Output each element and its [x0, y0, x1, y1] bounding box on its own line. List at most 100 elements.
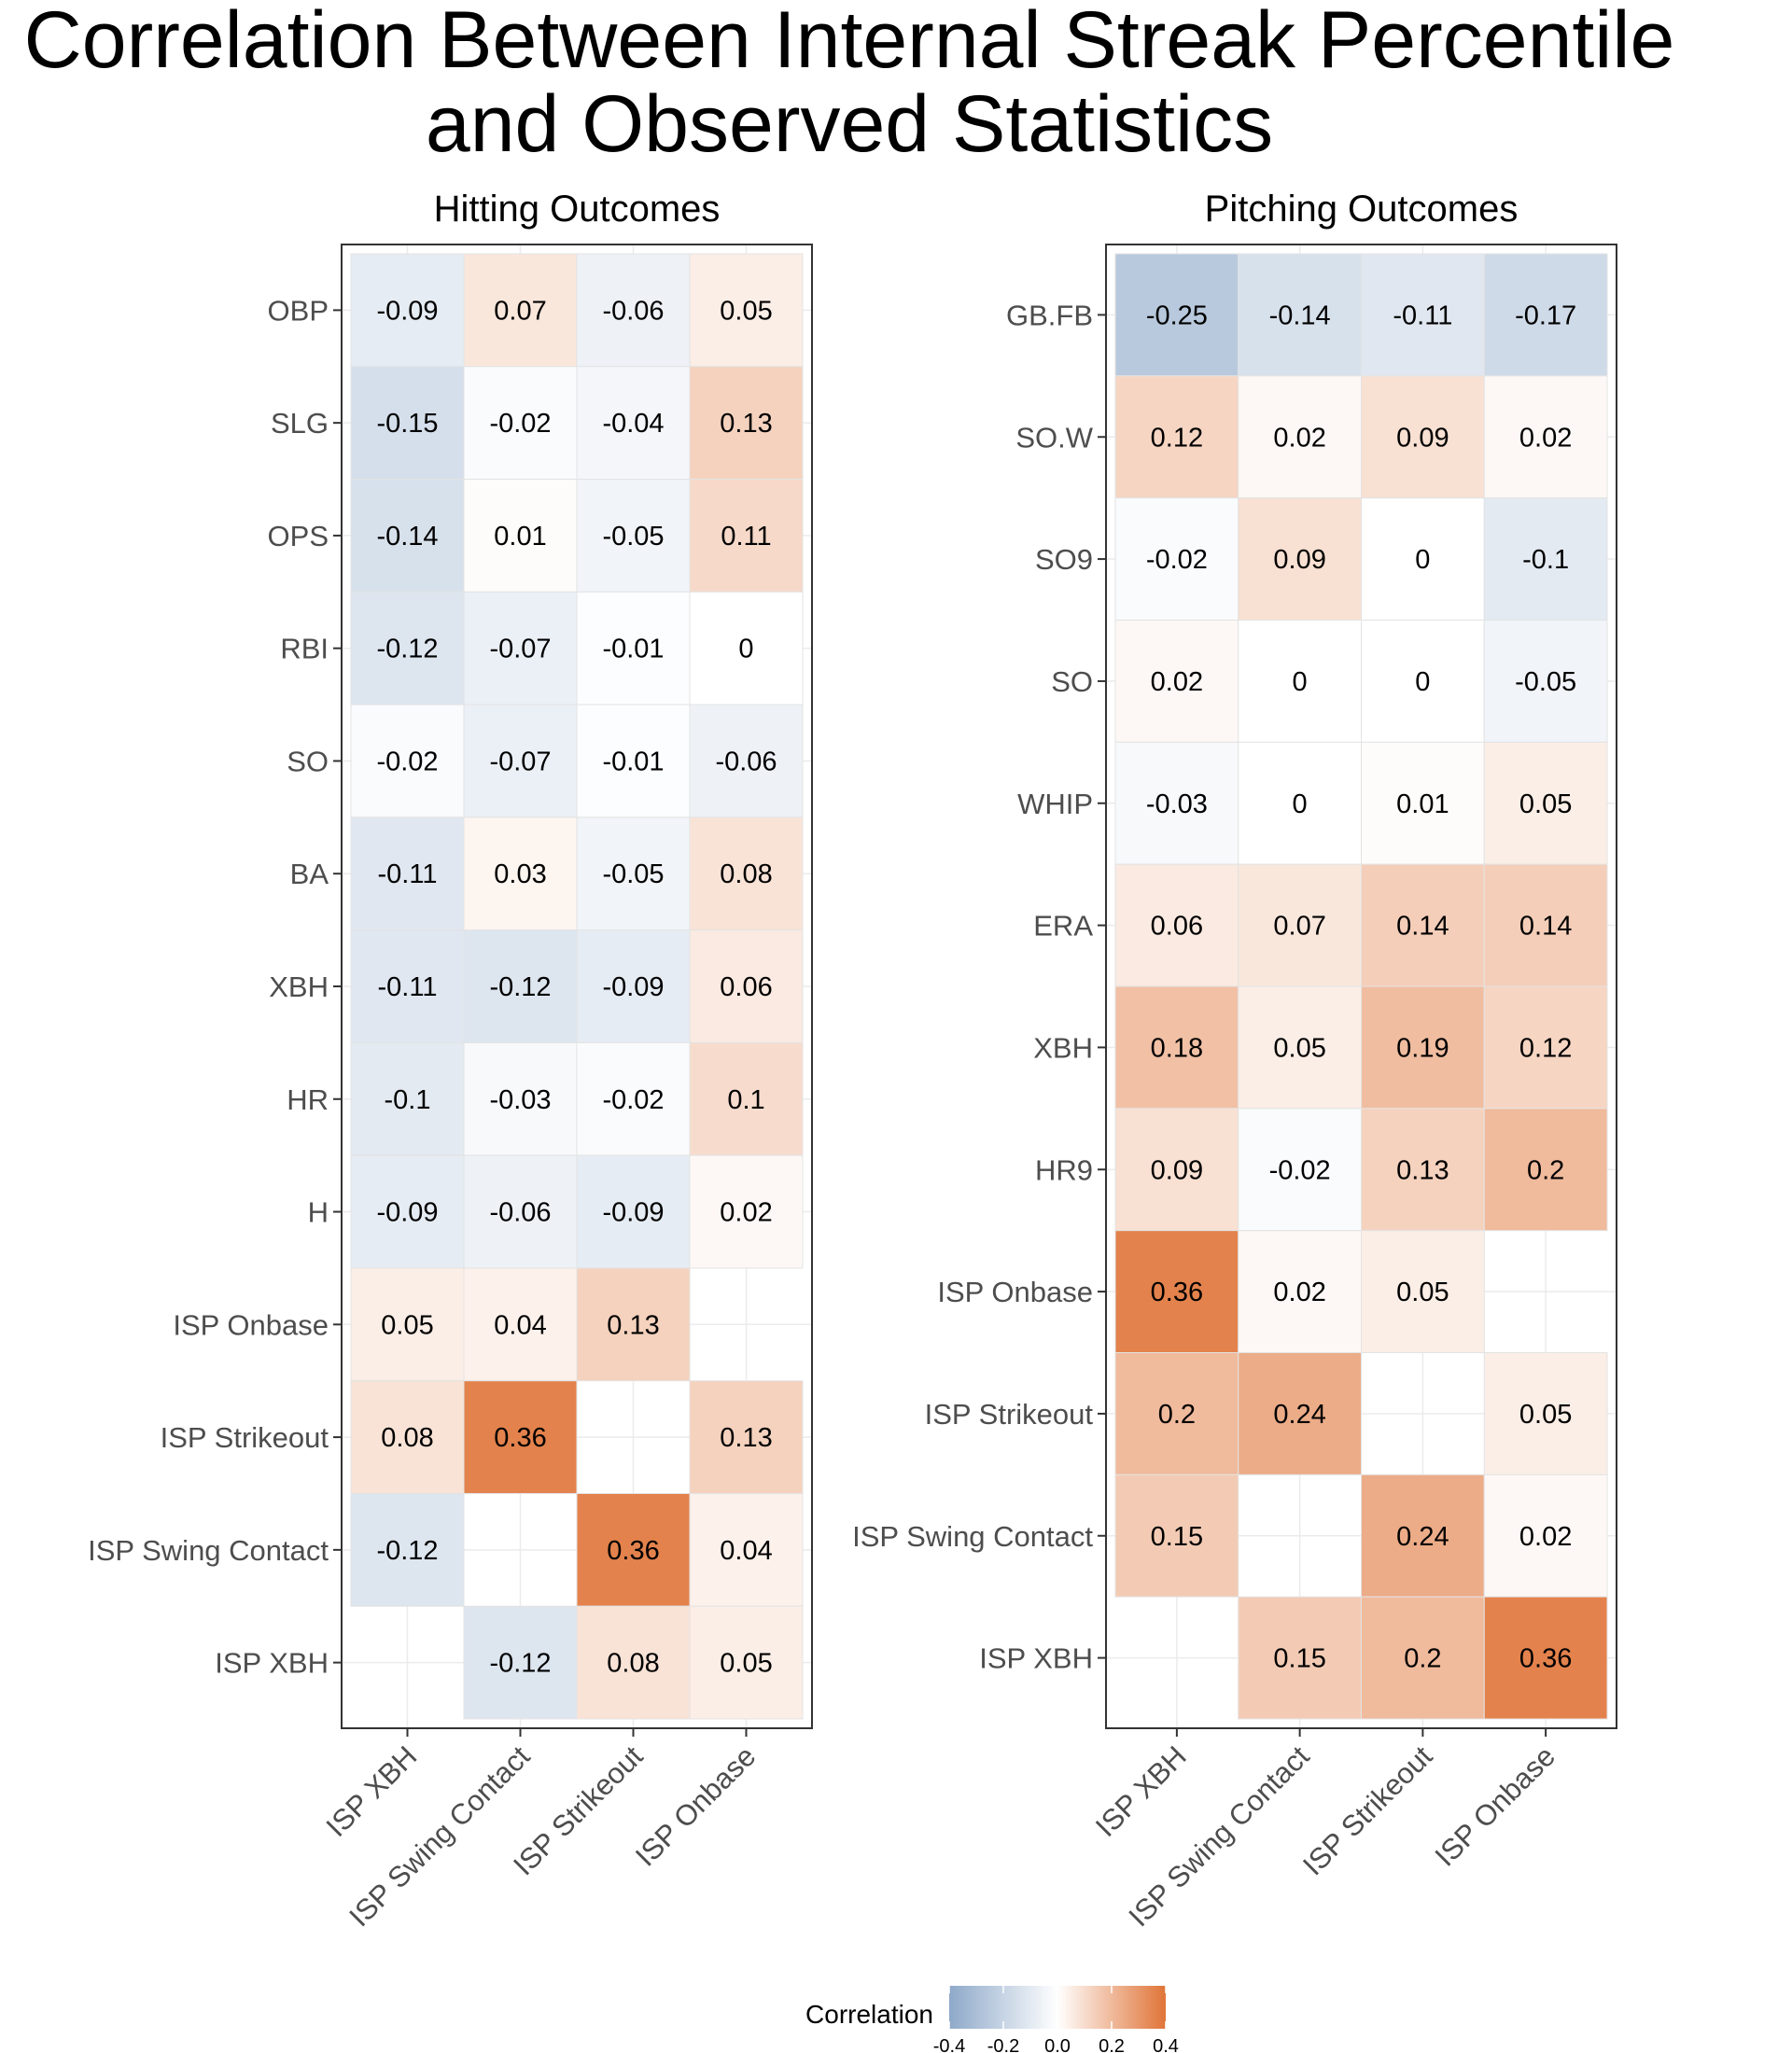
- cell-value-label: 0.13: [1396, 1155, 1449, 1185]
- cell-value-label: 0.05: [1396, 1278, 1449, 1307]
- cell-value-label: 0.13: [720, 409, 772, 439]
- panel-border: [1105, 244, 1617, 1729]
- y-tick-label: ISP Swing Contact: [88, 1534, 329, 1567]
- heatmap-cell: [1361, 1230, 1485, 1353]
- heatmap-cell: [350, 817, 465, 931]
- heatmap-cell: [576, 366, 691, 481]
- heatmap-cell: [1361, 375, 1485, 499]
- heatmap-cell: [350, 1380, 465, 1494]
- cell-value-label: -0.11: [1393, 300, 1452, 330]
- cell-value-label: 0.12: [1519, 1033, 1572, 1063]
- cell-value-label: -0.15: [376, 409, 438, 439]
- y-tick-label: SO9: [1035, 543, 1093, 576]
- heatmap-cell: [1114, 253, 1239, 377]
- y-tick-label: RBI: [280, 633, 329, 665]
- heatmap-cell: [1483, 497, 1608, 621]
- cell-value-label: -0.02: [1146, 545, 1208, 575]
- heatmap-cell: [1483, 863, 1608, 987]
- heatmap-cell: [689, 1492, 804, 1607]
- heatmap-cell: [576, 817, 691, 931]
- y-tick-label: GB.FB: [1006, 299, 1093, 331]
- heatmap-cell: [1238, 1108, 1362, 1232]
- cell-value-label: 0.05: [720, 296, 772, 326]
- legend-tick-label: -0.4: [933, 2036, 965, 2053]
- heatmap-cell: [463, 366, 578, 481]
- y-tick-label: ISP XBH: [215, 1647, 329, 1680]
- cell-value-label: -0.01: [602, 635, 664, 664]
- heatmap-cell: [350, 704, 465, 818]
- cell-value-label: 0: [1293, 667, 1308, 697]
- heatmap-panel-hitting: Hitting Outcomes -0.09 0.07 -0.06 0.05 -0.15 -…: [88, 189, 813, 1933]
- heatmap-cell: [1483, 375, 1608, 499]
- heatmap-cell: [1114, 375, 1239, 499]
- heatmap-cell: [1483, 1108, 1608, 1232]
- y-tick-label: ISP Strikeout: [161, 1421, 329, 1454]
- y-tick-label: ISP XBH: [979, 1642, 1093, 1675]
- y-tick-label: SLG: [271, 407, 329, 440]
- cell-value-label: 0.04: [720, 1536, 772, 1566]
- heatmap-cell: [576, 1154, 691, 1269]
- chart-title-line-1: Correlation Between Internal Streak Perc…: [23, 0, 1675, 85]
- cell-value-label: 0.2: [1158, 1400, 1196, 1430]
- y-tick-label: ISP Onbase: [937, 1276, 1093, 1308]
- cell-value-label: 0.08: [607, 1649, 659, 1679]
- cell-value-label: 0.18: [1151, 1033, 1203, 1063]
- cell-value-label: 0.01: [494, 522, 546, 552]
- cell-value-label: -0.03: [1146, 789, 1208, 819]
- heatmap-cell: [576, 479, 691, 593]
- cell-value-label: 0.02: [1273, 423, 1325, 453]
- heatmap-cell: [689, 591, 804, 705]
- heatmap-cell: [463, 479, 578, 593]
- cell-value-label: 0.07: [1273, 912, 1325, 942]
- heatmap-cell: [463, 1154, 578, 1269]
- cell-value-label: -0.12: [489, 1649, 551, 1679]
- heatmap-cell: [1238, 1230, 1362, 1353]
- cell-value-label: 0: [1415, 545, 1430, 575]
- cell-value-label: 0.15: [1151, 1522, 1203, 1552]
- heatmap-cell: [1114, 741, 1239, 865]
- cell-value-label: -0.03: [489, 1085, 551, 1115]
- cell-value-label: 0.02: [1519, 1522, 1572, 1552]
- heatmap-cell: [463, 1605, 578, 1720]
- cell-value-label: 0.36: [607, 1536, 659, 1566]
- heatmap-cell: [350, 591, 465, 705]
- legend-tick-label: 0.2: [1099, 2036, 1125, 2053]
- heatmap-cell: [576, 704, 691, 818]
- cell-value-label: 0.05: [1519, 789, 1572, 819]
- cell-value-label: 0.09: [1273, 545, 1325, 575]
- cell-value-label: 0.02: [720, 1198, 772, 1228]
- cell-value-label: 0.02: [1273, 1278, 1325, 1307]
- x-tick-label: ISP Onbase: [1429, 1739, 1562, 1873]
- cell-value-label: 0.02: [1519, 423, 1572, 453]
- cell-value-label: -0.09: [602, 1198, 664, 1228]
- legend-tick-label: -0.2: [987, 2036, 1019, 2053]
- cell-value-label: -0.01: [602, 747, 664, 776]
- y-tick-label: OBP: [268, 294, 329, 327]
- heatmap-cell: [689, 253, 804, 368]
- heatmap-cell: [1483, 253, 1608, 377]
- cell-value-label: 0.02: [1151, 667, 1203, 697]
- y-tick-label: XBH: [1033, 1031, 1093, 1064]
- cell-value-label: 0.19: [1396, 1033, 1449, 1063]
- cell-value-label: -0.06: [715, 747, 777, 776]
- heatmap-cell: [1238, 1352, 1362, 1475]
- cell-value-label: 0.36: [494, 1423, 546, 1453]
- heatmap-cell: [576, 253, 691, 368]
- heatmap-cell: [1483, 985, 1608, 1110]
- heatmap-cell: [689, 1605, 804, 1720]
- chart-title-line-2: and Observed Statistics: [425, 79, 1274, 169]
- cell-value-label: -0.11: [378, 972, 438, 1002]
- cell-value-label: -0.06: [489, 1198, 551, 1228]
- cell-value-label: -0.14: [376, 522, 438, 552]
- cell-value-label: 0.08: [720, 859, 772, 889]
- cell-value-label: -0.09: [376, 296, 438, 326]
- cell-value-label: -0.04: [602, 409, 664, 439]
- legend-tick-label: 0.0: [1044, 2036, 1071, 2053]
- heatmap-cell: [1238, 375, 1362, 499]
- cell-value-label: -0.17: [1515, 300, 1576, 330]
- heatmap-cell: [1483, 1473, 1608, 1598]
- y-tick-label: ISP Strikeout: [925, 1398, 1094, 1431]
- heatmap-cell: [350, 1154, 465, 1269]
- panel-title: Pitching Outcomes: [1205, 189, 1519, 230]
